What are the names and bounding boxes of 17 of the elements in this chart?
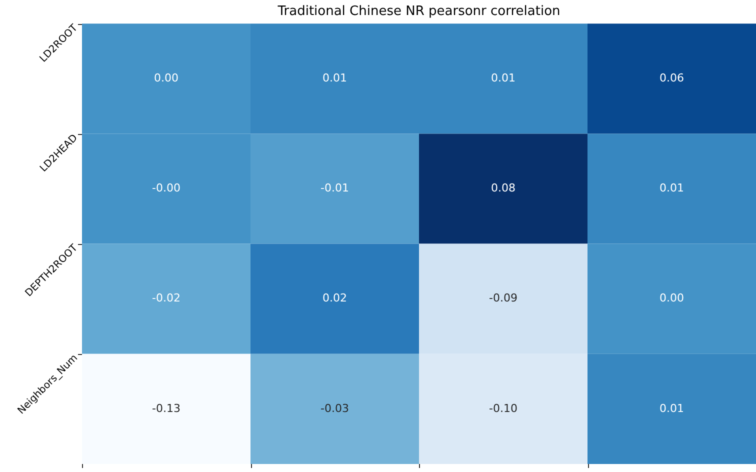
data-label: 0.06 xyxy=(660,72,684,85)
data-label: 0.08 xyxy=(491,182,516,195)
text: Traditional Chinese NR pearsonr correlation xyxy=(276,4,560,20)
data-label: -0.01 xyxy=(320,182,349,195)
data-label: 0.01 xyxy=(491,72,516,85)
data-label: -0.02 xyxy=(152,292,180,305)
data-label: 0.00 xyxy=(154,72,178,85)
data-label: 0.00 xyxy=(660,292,684,305)
data-label: 0.01 xyxy=(660,182,684,195)
data-label: 0.01 xyxy=(660,402,684,415)
data-label: 0.01 xyxy=(322,72,347,85)
data-label: -0.00 xyxy=(152,182,180,195)
data-label: -0.10 xyxy=(489,402,518,415)
data-label: -0.13 xyxy=(152,402,180,415)
data-label: 0.02 xyxy=(322,292,347,305)
data-label: -0.03 xyxy=(320,402,349,415)
data-label: -0.09 xyxy=(489,292,518,305)
